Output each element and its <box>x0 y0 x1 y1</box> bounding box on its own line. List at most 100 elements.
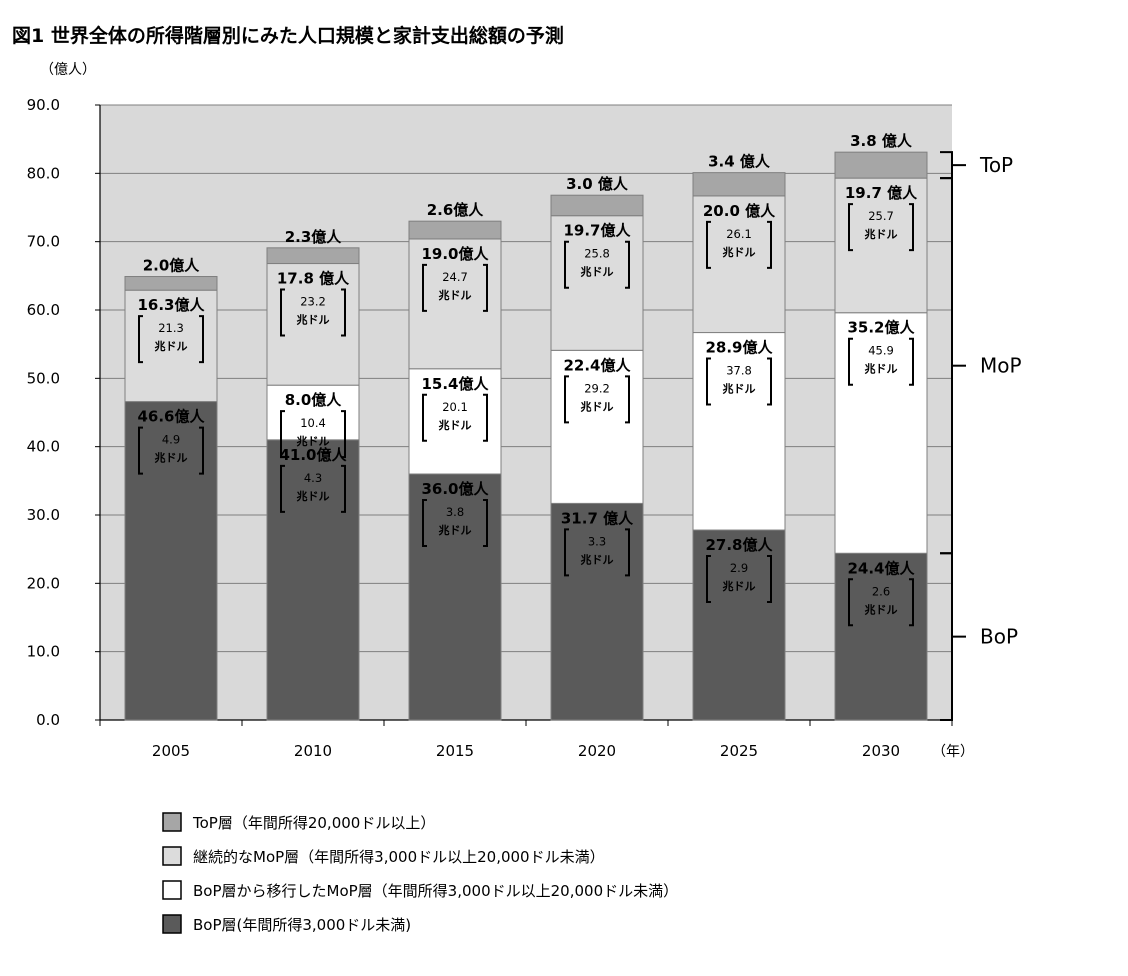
group-label: ToP <box>979 153 1013 177</box>
spending-value: 21.3 <box>158 321 184 335</box>
group-brace-MoP: MoP <box>940 177 1022 555</box>
chart-title: 図1 世界全体の所得階層別にみた人口規模と家計支出総額の予測 <box>12 24 564 47</box>
group-brace-ToP: ToP <box>940 151 1013 180</box>
y-tick-label: 10.0 <box>27 643 60 661</box>
bracket-left <box>564 528 569 577</box>
spending-unit: 兆ドル <box>439 523 472 537</box>
segment-label: 16.3億人 <box>137 296 205 314</box>
top-segment-label: 3.4 億人 <box>708 153 771 171</box>
bracket-left <box>706 555 711 604</box>
legend-swatch <box>162 812 182 832</box>
legend-item: BoP層から移行したMoP層（年間所得3,000ドル以上20,000ドル未満） <box>162 880 678 900</box>
spending-value: 37.8 <box>726 364 752 378</box>
segment-label: 35.2億人 <box>847 319 915 337</box>
legend-swatch <box>162 880 182 900</box>
top-segment-label: 3.0 億人 <box>566 175 629 193</box>
spending-unit: 兆ドル <box>297 489 330 503</box>
y-tick-label: 40.0 <box>27 438 60 456</box>
x-tick-label: 2010 <box>294 742 332 760</box>
bar-segment <box>550 215 644 351</box>
bracket-right <box>341 288 346 337</box>
spending-unit: 兆ドル <box>723 579 756 593</box>
legend-label: BoP層(年間所得3,000ドル未満) <box>193 916 411 934</box>
bar-segment <box>408 368 502 475</box>
bar-group-2020: 31.7 億人 3.3 兆ドル 22.4億人 29.2 兆ドル 19.7億人 25.8 兆ドル 3… <box>550 175 644 721</box>
spending-unit: 兆ドル <box>865 602 898 616</box>
bar-group-2025: 27.8億人 2.9 兆ドル 28.9億人 37.8 兆ドル 20.0 億人 26.1 兆ドル 3… <box>692 153 786 721</box>
bracket-right <box>909 203 914 252</box>
spending-value: 3.8 <box>446 505 464 519</box>
spending-unit: 兆ドル <box>723 245 756 259</box>
segment-label: 15.4億人 <box>421 375 489 393</box>
spending-unit: 兆ドル <box>581 265 614 279</box>
bracket-left <box>422 499 427 547</box>
segment-label: 31.7 億人 <box>561 509 634 527</box>
bracket-left <box>706 357 711 406</box>
bar-segment <box>124 289 218 403</box>
segment-label: 41.0億人 <box>279 446 347 464</box>
segment-label: 28.9億人 <box>705 339 773 357</box>
spending-unit: 兆ドル <box>297 434 330 448</box>
bar-segment <box>408 473 502 721</box>
spending-value: 2.6 <box>872 584 890 598</box>
legend-label: BoP層から移行したMoP層（年間所得3,000ドル以上20,000ドル未満） <box>193 882 678 900</box>
bracket-left <box>280 464 285 513</box>
group-brace-BoP: BoP <box>940 552 1018 721</box>
bracket-left <box>706 220 711 269</box>
bracket-right <box>625 240 630 289</box>
bracket-left <box>280 288 285 337</box>
bar-segment <box>834 177 928 314</box>
segment-label: 27.8億人 <box>705 536 773 554</box>
group-label: BoP <box>980 625 1018 649</box>
spending-value: 20.1 <box>442 400 468 414</box>
spending-value: 3.3 <box>588 534 606 548</box>
segment-label: 20.0 億人 <box>703 202 776 220</box>
bar-group-2005: 46.6億人 4.9 兆ドル 16.3億人 21.3 兆ドル 2.0億人 <box>124 257 218 721</box>
bracket-right <box>767 357 772 406</box>
top-segment-label: 2.0億人 <box>143 257 201 275</box>
x-tick-label: 2020 <box>578 742 616 760</box>
x-tick-label: 2025 <box>720 742 758 760</box>
x-tick-label: 2015 <box>436 742 474 760</box>
bracket-right <box>483 499 488 547</box>
bar-segment <box>266 247 360 265</box>
bracket-right <box>909 578 914 627</box>
spending-value: 2.9 <box>730 561 748 575</box>
bracket-right <box>341 410 346 459</box>
legend-swatch <box>162 914 182 934</box>
spending-unit: 兆ドル <box>155 451 188 465</box>
bar-segment <box>692 332 786 531</box>
bracket-left <box>564 375 569 424</box>
bracket-left <box>564 240 569 289</box>
spending-value: 25.8 <box>584 247 610 261</box>
spending-value: 4.3 <box>304 471 322 485</box>
bracket-left <box>848 337 853 386</box>
legend-label: ToP層（年間所得20,000ドル以上） <box>192 814 435 832</box>
segment-label: 36.0億人 <box>421 480 489 498</box>
bar-group-2030: 24.4億人 2.6 兆ドル 35.2億人 45.9 兆ドル 19.7 億人 25.7 兆ドル 3… <box>834 132 928 721</box>
spending-unit: 兆ドル <box>439 288 472 302</box>
spending-unit: 兆ドル <box>581 552 614 566</box>
y-tick-label: 0.0 <box>36 711 60 729</box>
segment-label: 19.7億人 <box>563 222 631 240</box>
legend-item: 継続的なMoP層（年間所得3,000ドル以上20,000ドル未満） <box>162 846 605 866</box>
segment-label: 19.7 億人 <box>845 184 918 202</box>
segment-label: 22.4億人 <box>563 356 631 374</box>
spending-unit: 兆ドル <box>865 227 898 241</box>
legend-label: 継続的なMoP層（年間所得3,000ドル以上20,000ドル未満） <box>193 848 605 866</box>
spending-value: 24.7 <box>442 270 468 284</box>
legend-swatch <box>162 846 182 866</box>
bar-segment <box>692 172 786 197</box>
segment-label: 19.0億人 <box>421 245 489 263</box>
spending-value: 26.1 <box>726 227 752 241</box>
bracket-right <box>199 315 204 364</box>
bar-segment <box>266 439 360 721</box>
bracket-left <box>848 203 853 252</box>
y-tick-label: 20.0 <box>27 574 60 592</box>
bar-segment <box>692 195 786 334</box>
spending-value: 23.2 <box>300 295 326 309</box>
top-segment-label: 2.3億人 <box>285 228 343 246</box>
spending-value: 4.9 <box>162 433 180 447</box>
bar-segment <box>834 151 928 179</box>
spending-unit: 兆ドル <box>297 313 330 327</box>
